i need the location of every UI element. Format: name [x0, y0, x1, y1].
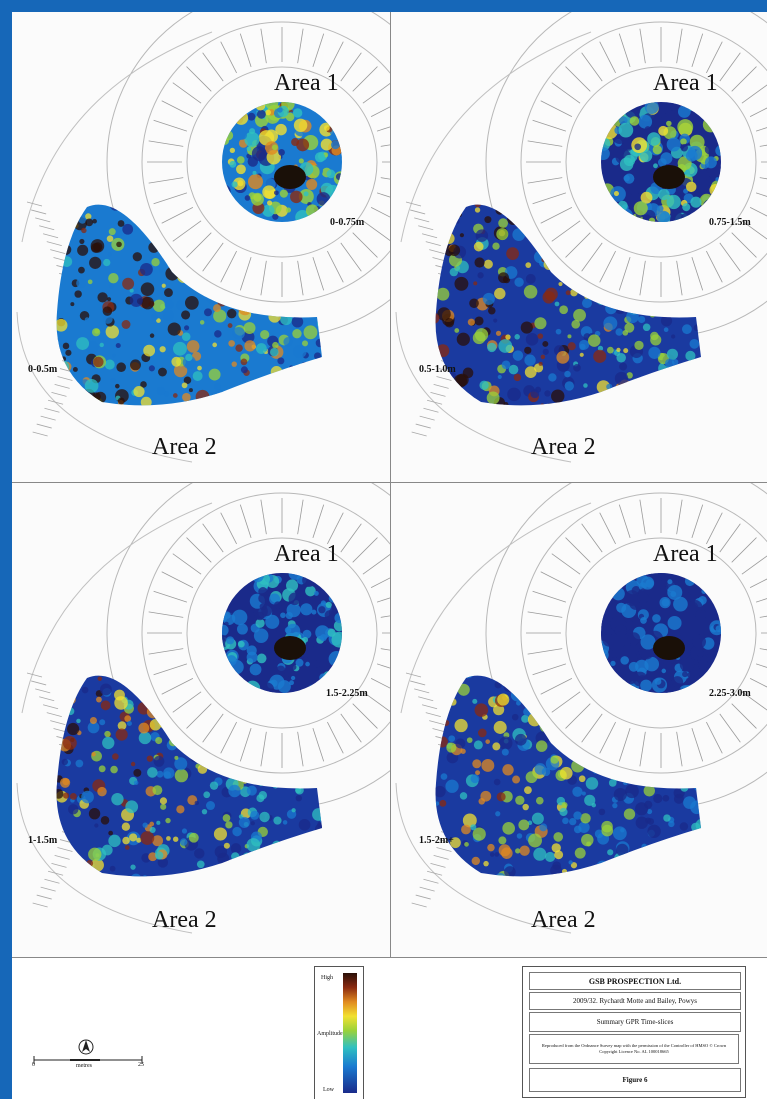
area-2-label: Area 2: [152, 434, 217, 460]
area-1-depth-label: 0-0.75m: [330, 217, 365, 228]
legend-high: High: [321, 975, 333, 981]
area-1-label: Area 1: [274, 541, 339, 567]
panel-divider-vertical: [390, 12, 391, 957]
amplitude-gradient: [343, 973, 357, 1093]
map-sheet: Area 1 0-0.75m 0-0.5m Area 2 Area 1 0.75…: [12, 12, 767, 1099]
area-2-label: Area 2: [152, 907, 217, 933]
area-1-label: Area 1: [274, 70, 339, 96]
legend-mid: Amplitude: [317, 1031, 343, 1037]
area-1-label: Area 1: [653, 70, 718, 96]
area-2-depth-label: 0-0.5m: [28, 364, 58, 375]
company-name: GSB PROSPECTION Ltd.: [529, 972, 741, 990]
copyright-note: Reproduced from the Ordnance Survey map …: [529, 1034, 739, 1064]
panel-2: Area 1 0.75-1.5m 0.5-1.0m Area 2: [391, 12, 767, 482]
area-1-depth-label: 2.25-3.0m: [709, 688, 751, 699]
title-block: GSB PROSPECTION Ltd. 2009/32. Rychardt M…: [522, 966, 746, 1098]
figure-number: Figure 6: [529, 1068, 741, 1092]
area-1-depth-label: 0.75-1.5m: [709, 217, 751, 228]
area-1-label: Area 1: [653, 541, 718, 567]
north-arrow-icon: [33, 1039, 143, 1064]
area-2-depth-label: 1-1.5m: [28, 835, 58, 846]
area-2-label: Area 2: [531, 434, 596, 460]
scale-end: 25: [138, 1062, 144, 1068]
amplitude-legend: High Amplitude Low: [314, 966, 364, 1099]
area-2-depth-label: 0.5-1.0m: [419, 364, 456, 375]
panel-1-map: [16, 12, 390, 463]
scale-unit: metres: [76, 1063, 92, 1069]
panel-divider-horizontal: [12, 482, 767, 483]
project-name: 2009/32. Rychardt Motte and Bailey, Powy…: [529, 992, 741, 1010]
area-2-depth-label: 1.5-2m+: [419, 835, 454, 846]
area-1-depth-label: 1.5-2.25m: [326, 688, 368, 699]
scale-start: 0: [32, 1062, 35, 1068]
panel-4-map: [395, 483, 767, 934]
panel-2-map: [395, 12, 767, 463]
figure-subtitle: Summary GPR Time-slices: [529, 1012, 741, 1032]
scale-bar: 0 metres 25: [30, 1038, 150, 1069]
panel-3-map: [16, 483, 390, 934]
panel-3: Area 1 1.5-2.25m 1-1.5m Area 2: [12, 483, 390, 957]
panel-1: Area 1 0-0.75m 0-0.5m Area 2: [12, 12, 390, 482]
footer-divider: [12, 957, 767, 958]
legend-low: Low: [323, 1087, 334, 1093]
panel-4: Area 1 2.25-3.0m 1.5-2m+ Area 2: [391, 483, 767, 957]
area-2-label: Area 2: [531, 907, 596, 933]
